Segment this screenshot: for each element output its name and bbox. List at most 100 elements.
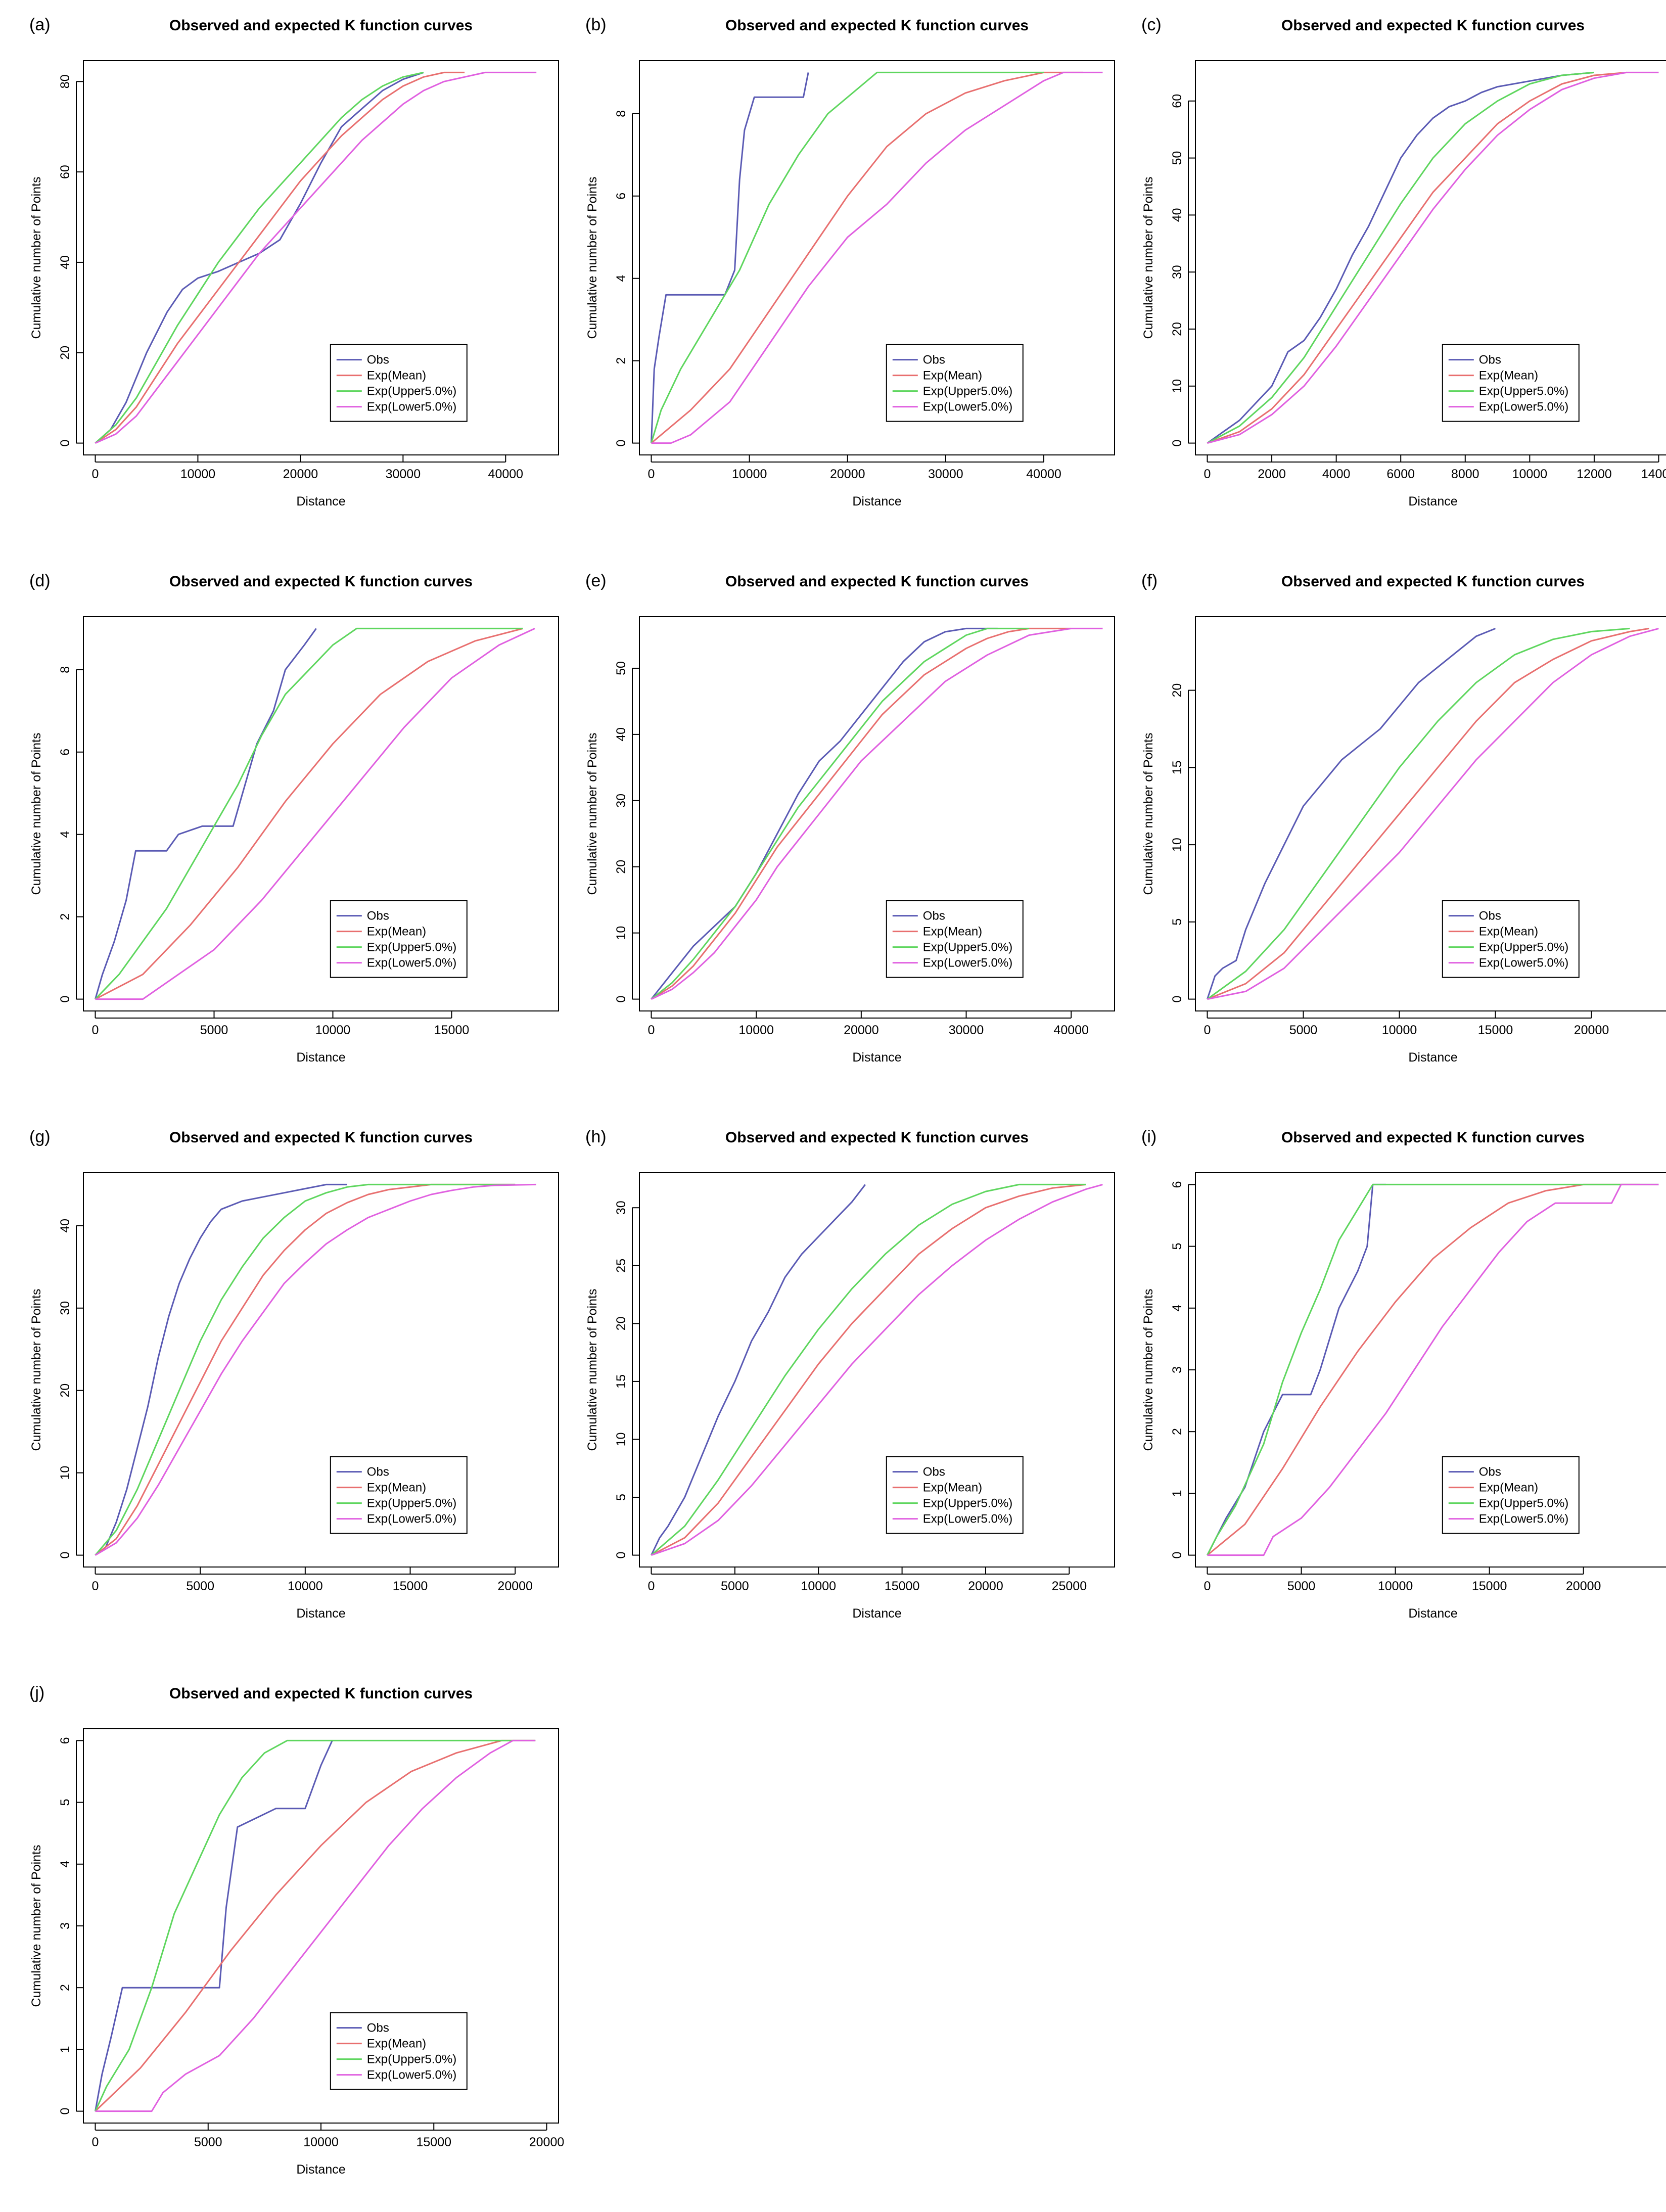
y-tick-label: 1 [1170,1490,1184,1497]
legend-entry: Exp(Lower5.0%) [923,1512,1012,1526]
legend-entry: Obs [1479,353,1501,367]
legend-box [886,900,1024,978]
series-line-exp-mean [651,1183,1086,1556]
x-tick-label: 10000 [1512,467,1548,481]
x-tick-label: 5000 [1287,1579,1316,1593]
series-line-obs [651,72,809,443]
series-line-obs [95,71,424,444]
x-tick-label: 40000 [488,467,524,481]
x-tick-label: 2000 [1258,467,1286,481]
x-tick-label: 10000 [732,467,767,481]
legend-entry: Exp(Mean) [923,369,982,383]
legend-box [886,344,1024,422]
x-axis-label: Distance [1408,1606,1457,1621]
legend-entry: Exp(Lower5.0%) [367,2068,456,2082]
series-line-exp-lower5-0 [95,1183,536,1556]
series-line-exp-lower5-0 [1207,627,1659,1000]
y-tick-label: 0 [58,996,72,1003]
x-axis-label: Distance [852,494,901,509]
x-tick-label: 20000 [1574,1023,1609,1037]
plot-frame [83,1728,559,2124]
series-line-exp-upper5-0 [651,71,1044,444]
legend-entry: Exp(Upper5.0%) [923,1497,1012,1510]
y-tick-label: 0 [614,996,628,1003]
y-tick-label: 15 [614,1374,628,1389]
y-tick-label: 60 [58,165,72,179]
series-line-exp-mean [1207,71,1627,444]
series-line-exp-lower5-0 [95,1739,536,2112]
y-tick-label: 50 [614,661,628,675]
y-tick-label: 40 [58,1219,72,1233]
legend-entry: Obs [1479,909,1501,923]
x-tick-label: 6000 [1386,467,1415,481]
y-tick-label: 20 [58,1384,72,1398]
legend-entry: Obs [367,353,389,367]
x-tick-label: 10000 [801,1579,836,1593]
legend-entry: Exp(Mean) [367,2037,426,2051]
y-axis-label: Cumulative number of Points [29,733,43,895]
x-tick-label: 30000 [928,467,963,481]
y-tick-label: 10 [614,926,628,940]
series-line-exp-lower5-0 [651,71,1103,444]
legend-entry: Exp(Mean) [923,925,982,939]
series-line-obs [1207,71,1595,444]
y-axis-label: Cumulative number of Points [29,1845,43,2007]
plot-frame [1195,60,1666,455]
y-tick-label: 4 [614,275,628,282]
series-line-obs [651,627,998,1000]
y-axis-label: Cumulative number of Points [29,177,43,339]
x-axis-label: Distance [296,1606,345,1621]
legend-entry: Obs [923,353,945,367]
chart-title: Observed and expected K function curves [1281,17,1585,34]
y-tick-label: 0 [58,2108,72,2115]
x-tick-label: 10000 [180,467,216,481]
plot-frame [83,60,559,455]
x-tick-label: 0 [92,2135,99,2149]
y-tick-label: 20 [614,1316,628,1330]
series-line-exp-upper5-0 [95,1739,536,2112]
legend-entry: Exp(Mean) [1479,369,1538,383]
legend: Obs Exp(Mean) Exp(Upper5.0%) Exp(Lower5.0%) [330,900,468,978]
chart-panel-j: (j) Observed and expected K function curv… [29,1683,564,2177]
legend: Obs Exp(Mean) Exp(Upper5.0%) Exp(Lower5.0%) [1442,900,1580,978]
panel-letter: (d) [29,571,51,590]
x-tick-label: 20000 [1566,1579,1601,1593]
y-tick-label: 20 [58,346,72,360]
panel-letter: (j) [29,1683,44,1702]
y-tick-label: 30 [614,1201,628,1215]
x-tick-label: 15000 [434,1023,470,1037]
series-line-obs [95,628,317,1000]
y-tick-label: 2 [58,1984,72,1991]
x-tick-label: 15000 [1472,1579,1507,1593]
legend-entry: Obs [367,1465,389,1479]
y-tick-label: 0 [58,1552,72,1559]
y-tick-label: 10 [1170,379,1184,393]
x-tick-label: 10000 [1382,1023,1417,1037]
y-tick-label: 30 [614,794,628,808]
x-tick-label: 10000 [303,2135,339,2149]
plot-frame [639,60,1115,455]
panel-letter: (a) [29,15,51,34]
legend-entry: Obs [923,909,945,923]
legend: Obs Exp(Mean) Exp(Upper5.0%) Exp(Lower5.0%) [886,344,1024,422]
series-line-exp-lower5-0 [95,628,535,1000]
legend-box [1442,1456,1580,1534]
chart-title: Observed and expected K function curves [725,17,1029,34]
x-tick-label: 20000 [968,1579,1003,1593]
y-tick-label: 40 [58,255,72,269]
y-tick-label: 80 [58,74,72,88]
chart-panel-e: (e) Observed and expected K function curv… [585,571,1115,1065]
x-tick-label: 5000 [1289,1023,1318,1037]
y-tick-label: 4 [58,831,72,838]
series-line-exp-lower5-0 [651,1183,1103,1556]
y-tick-label: 6 [58,1737,72,1744]
legend-entry: Exp(Upper5.0%) [923,941,1012,954]
chart-title: Observed and expected K function curves [169,1685,473,1702]
y-tick-label: 10 [1170,838,1184,852]
chart-title: Observed and expected K function curves [169,1129,473,1146]
legend: Obs Exp(Mean) Exp(Upper5.0%) Exp(Lower5.0%) [1442,1456,1580,1534]
chart-panel-h: (h) Observed and expected K function curv… [585,1127,1115,1621]
legend-box [1442,900,1580,978]
legend-box [330,344,468,422]
